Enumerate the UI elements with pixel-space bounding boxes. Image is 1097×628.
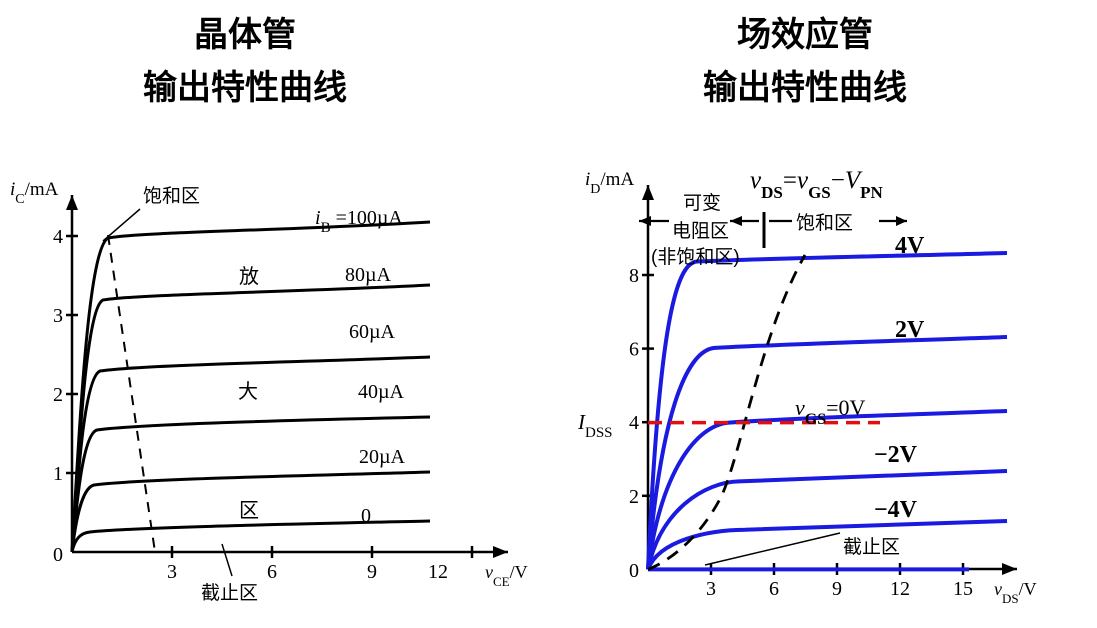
svg-text:2: 2 — [53, 384, 63, 406]
svg-text:(非饱和区): (非饱和区) — [651, 246, 740, 268]
svg-text:饱和区: 饱和区 — [143, 185, 200, 207]
svg-text:4: 4 — [629, 412, 639, 434]
svg-text:大: 大 — [238, 380, 258, 403]
svg-text:3: 3 — [53, 305, 63, 327]
svg-text:−4V: −4V — [874, 497, 918, 523]
svg-text:2V: 2V — [895, 317, 925, 343]
svg-text:3: 3 — [167, 561, 177, 583]
svg-text:12: 12 — [890, 578, 910, 600]
svg-text:2: 2 — [629, 486, 639, 508]
svg-text:60µA: 60µA — [349, 321, 396, 343]
svg-text:iC/mA: iC/mA — [10, 179, 59, 207]
svg-text:12: 12 — [428, 561, 448, 583]
svg-text:80µA: 80µA — [345, 264, 392, 286]
svg-text:区: 区 — [239, 500, 259, 522]
svg-text:iB =100µA: iB =100µA — [315, 207, 403, 236]
svg-text:6: 6 — [267, 561, 277, 583]
svg-text:20µA: 20µA — [359, 446, 406, 468]
svg-text:9: 9 — [832, 578, 842, 600]
svg-text:8: 8 — [629, 265, 639, 287]
svg-text:电阻区: 电阻区 — [672, 220, 729, 242]
svg-text:vCE/V: vCE/V — [485, 562, 528, 589]
svg-text:9: 9 — [367, 561, 377, 583]
svg-text:4: 4 — [53, 226, 63, 248]
svg-text:40µA: 40µA — [358, 381, 405, 403]
svg-text:放: 放 — [239, 265, 259, 288]
svg-text:可变: 可变 — [683, 192, 721, 214]
svg-text:6: 6 — [769, 578, 779, 600]
svg-text:IDSS: IDSS — [577, 410, 613, 441]
svg-text:−2V: −2V — [874, 442, 918, 468]
svg-text:vDS/V: vDS/V — [994, 579, 1037, 606]
svg-text:15: 15 — [953, 578, 973, 600]
svg-text:截止区: 截止区 — [843, 536, 900, 558]
svg-text:6: 6 — [629, 339, 639, 361]
svg-text:1: 1 — [53, 463, 63, 485]
svg-text:vDS=vGS−VPN: vDS=vGS−VPN — [750, 167, 884, 202]
svg-text:饱和区: 饱和区 — [796, 212, 853, 234]
svg-text:0: 0 — [629, 560, 639, 582]
svg-text:iD/mA: iD/mA — [585, 169, 634, 197]
svg-text:4V: 4V — [895, 233, 925, 259]
svg-text:截止区: 截止区 — [201, 582, 258, 604]
svg-text:0: 0 — [361, 505, 371, 527]
svg-text:3: 3 — [706, 578, 716, 600]
svg-text:0: 0 — [53, 544, 63, 566]
